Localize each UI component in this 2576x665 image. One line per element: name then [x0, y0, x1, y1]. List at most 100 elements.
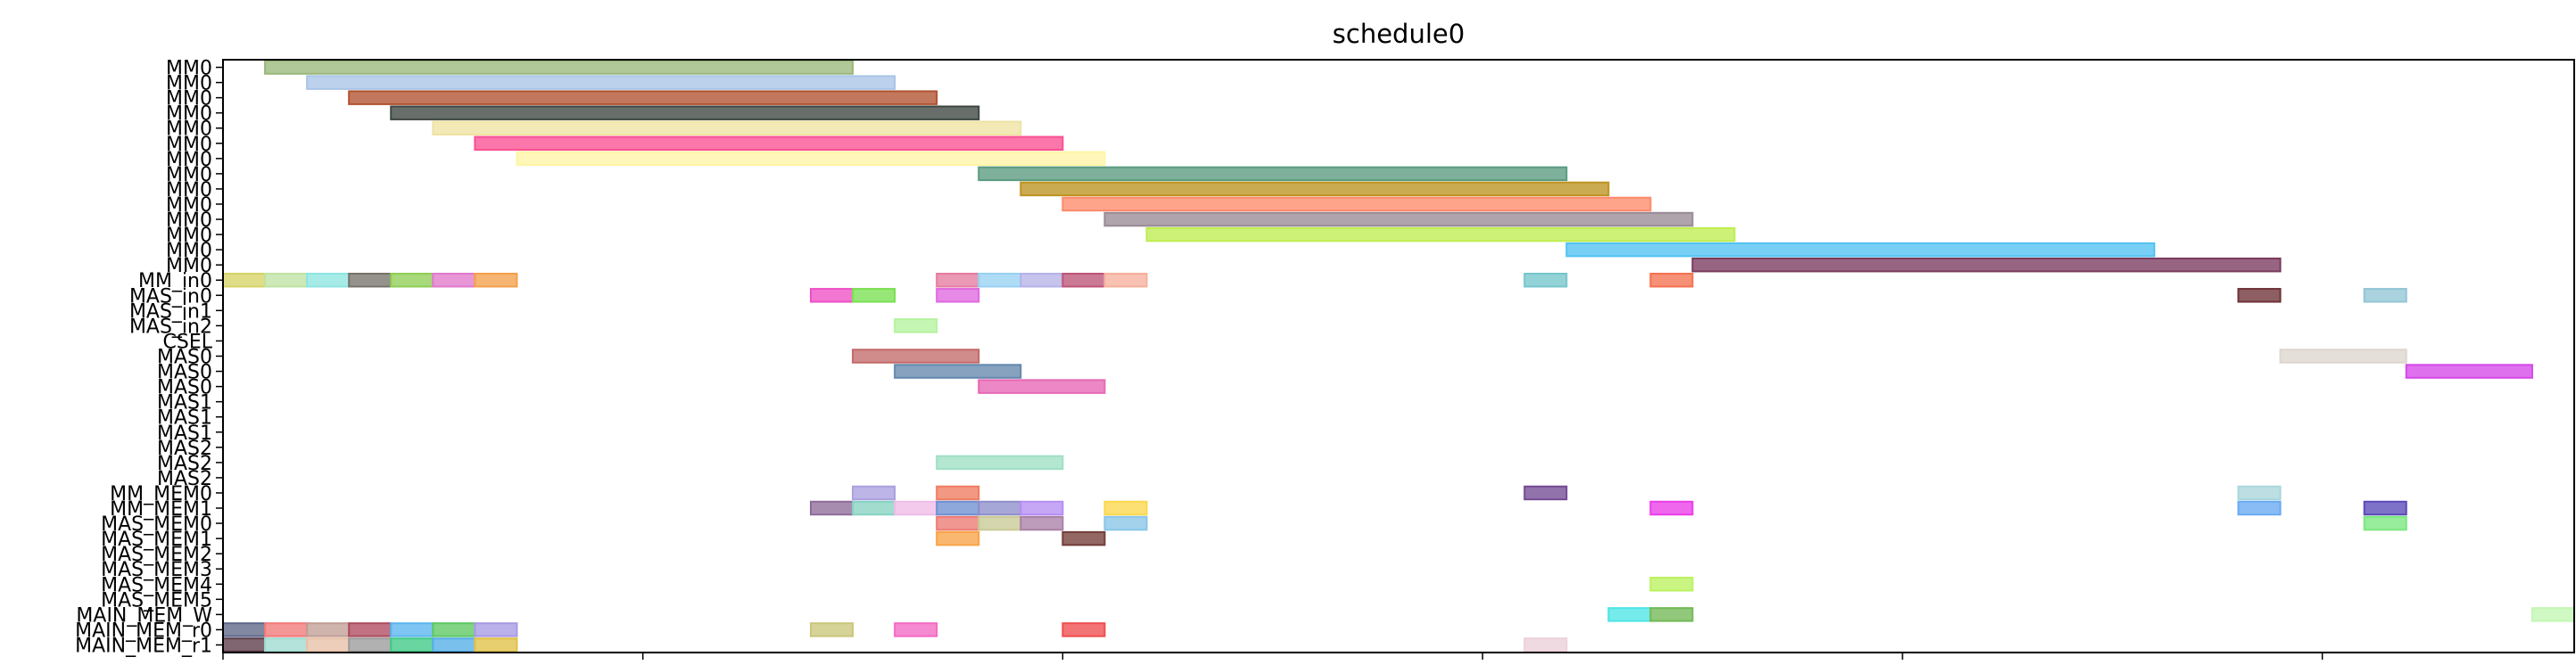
- y-tick-label: MM_MEM1: [110, 498, 212, 521]
- gantt-bar: [2405, 364, 2533, 379]
- gantt-bar: [264, 272, 309, 288]
- gantt-bar: [1649, 607, 1694, 622]
- gantt-bar: [474, 135, 1064, 152]
- gantt-bar: [1649, 272, 1694, 288]
- y-tick-label: MM_MEM0: [110, 483, 212, 505]
- gantt-bar: [978, 272, 1022, 288]
- y-tick-label: MAS0: [157, 377, 212, 399]
- y-tick-label: MAIN_MEM_r1: [75, 635, 212, 657]
- gantt-bar: [348, 90, 938, 105]
- y-tick-label: MAS0: [157, 347, 212, 369]
- gantt-bar: [1691, 257, 2282, 273]
- y-tick-label: MAS1: [157, 423, 212, 445]
- gantt-bar: [852, 485, 896, 501]
- gantt-bar: [978, 379, 1106, 394]
- gantt-bar: [894, 500, 938, 516]
- gantt-bar: [1061, 530, 1106, 546]
- gantt-bar: [1145, 226, 1736, 242]
- gantt-bar: [1523, 637, 1568, 653]
- gantt-bar: [2363, 515, 2407, 531]
- gantt-bar: [2237, 485, 2282, 501]
- gantt-bar: [2237, 288, 2282, 303]
- gantt-bar: [852, 288, 896, 303]
- y-tick-label: MAS2: [157, 453, 212, 475]
- gantt-bar: [1523, 272, 1568, 288]
- chart-title: schedule0: [1333, 19, 1465, 49]
- y-tick-label: MAS2: [157, 438, 212, 460]
- y-tick-label: MAIN_MEM_r0: [75, 620, 212, 642]
- gantt-bar: [1020, 181, 1610, 197]
- gantt-bar: [1103, 272, 1148, 288]
- y-tick-label: MAS2: [157, 468, 212, 490]
- gantt-bar: [390, 637, 434, 653]
- gantt-bar: [936, 272, 980, 288]
- gantt-bar: [222, 622, 267, 637]
- gantt-bar: [474, 622, 518, 637]
- y-tick-label: MM0: [166, 134, 212, 156]
- gantt-bar: [810, 288, 855, 303]
- gantt-bar: [432, 272, 476, 288]
- gantt-bar: [810, 500, 855, 516]
- gantt-bar: [936, 485, 980, 501]
- y-tick-label: MM0: [166, 194, 212, 217]
- gantt-bar: [432, 622, 476, 637]
- gantt-bar: [306, 622, 351, 637]
- y-tick-label: MAS1: [157, 392, 212, 415]
- y-tick-label: MAS_MEM4: [101, 574, 212, 596]
- gantt-bar: [306, 637, 351, 653]
- gantt-bar: [894, 622, 938, 637]
- gantt-bar: [1061, 272, 1106, 288]
- y-tick-label: CSEL: [163, 331, 213, 353]
- gantt-bar: [390, 105, 980, 120]
- gantt-bar: [1103, 211, 1694, 227]
- gantt-bar: [1061, 622, 1106, 637]
- y-tick-label: MM0: [166, 225, 212, 247]
- gantt-bar: [2363, 288, 2407, 303]
- gantt-bar: [894, 318, 938, 333]
- y-tick-label: MM0: [166, 255, 212, 277]
- y-tick-label: MM0: [166, 149, 212, 171]
- gantt-bar: [348, 272, 392, 288]
- gantt-bar: [1061, 196, 1652, 212]
- y-tick-label: MM0: [166, 73, 212, 95]
- gantt-bar: [936, 500, 980, 516]
- gantt-bar: [264, 60, 855, 75]
- y-tick-label: MAIN_MEM_W: [76, 604, 212, 627]
- y-tick-label: MM0: [166, 209, 212, 232]
- gantt-bar: [264, 622, 309, 637]
- bars-layer: [222, 60, 2575, 653]
- gantt-bar: [1565, 242, 2156, 258]
- y-tick-label: MM0: [166, 58, 212, 80]
- y-tick-label: MAS_in0: [129, 285, 212, 308]
- gantt-bar: [432, 637, 476, 653]
- y-tick-label: MM0: [166, 240, 212, 262]
- y-tick-label: MM_in0: [138, 270, 212, 292]
- gantt-bar: [2363, 500, 2407, 516]
- y-tick-label: MM0: [166, 164, 212, 186]
- gantt-bar: [2531, 607, 2575, 622]
- gantt-bar: [1607, 607, 1652, 622]
- gantt-bar: [264, 637, 309, 653]
- gantt-bar: [1103, 515, 1148, 531]
- gantt-bar: [2279, 349, 2407, 364]
- gantt-bar: [894, 364, 1022, 379]
- y-tick-label: MAS_in2: [129, 316, 212, 338]
- gantt-bar: [222, 272, 267, 288]
- x-axis: 01020304050: [222, 653, 2324, 660]
- gantt-bar: [852, 500, 896, 516]
- y-tick-label: MAS_MEM3: [101, 559, 212, 581]
- gantt-bar: [1020, 515, 1064, 531]
- gantt-bar: [936, 455, 1064, 471]
- gantt-bar: [516, 151, 1106, 167]
- gantt-bar: [936, 515, 980, 531]
- gantt-bar: [348, 622, 392, 637]
- gantt-bar: [1649, 577, 1694, 592]
- gantt-bar: [2237, 500, 2282, 516]
- gantt-bar: [936, 530, 980, 546]
- gantt-bar: [348, 637, 392, 653]
- gantt-bar: [978, 500, 1022, 516]
- y-tick-label: MM0: [166, 103, 212, 126]
- y-axis: MM0MM0MM0MM0MM0MM0MM0MM0MM0MM0MM0MM0MM0M…: [75, 58, 223, 657]
- y-tick-label: MM0: [166, 179, 212, 201]
